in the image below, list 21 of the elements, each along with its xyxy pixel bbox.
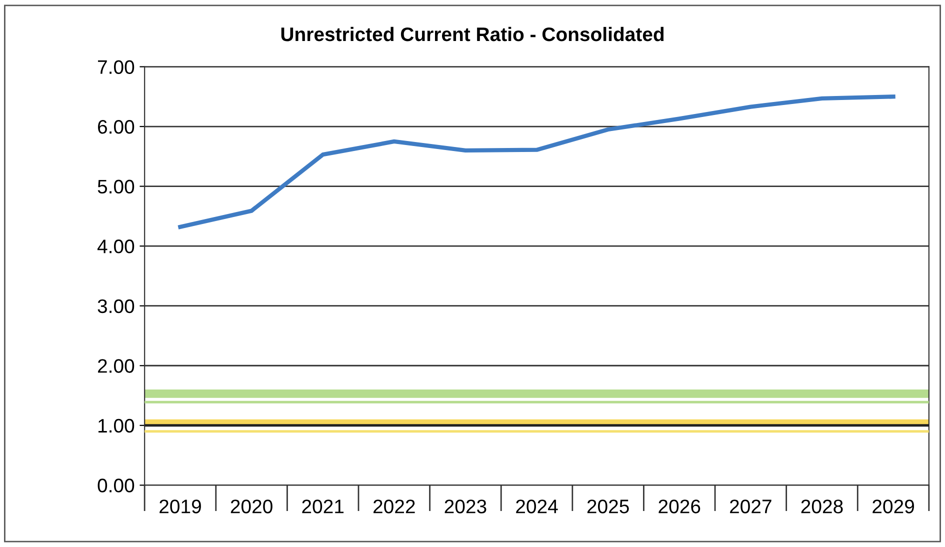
x-tick-label: 2021 bbox=[302, 500, 344, 514]
y-tick-label: 7.00 bbox=[98, 60, 134, 74]
x-tick-label: 2027 bbox=[730, 500, 772, 514]
y-tick-label: 2.00 bbox=[98, 359, 134, 373]
x-tick-label: 2023 bbox=[444, 500, 486, 514]
line-series bbox=[178, 94, 896, 230]
x-tick-label: 2019 bbox=[160, 500, 201, 514]
y-tick-label: 1.00 bbox=[98, 418, 134, 433]
y-tick-label: 5.00 bbox=[98, 180, 134, 194]
x-tick-label: 2025 bbox=[587, 500, 629, 514]
x-tick-label: 2029 bbox=[872, 500, 914, 514]
x-tick-label: 2022 bbox=[374, 500, 415, 514]
x-tick-label: 2026 bbox=[658, 500, 700, 514]
x-tick-label: 2028 bbox=[801, 500, 843, 514]
y-tick-label: 0.00 bbox=[98, 478, 134, 492]
chart-title: Unrestricted Current Ratio - Consolidated bbox=[281, 26, 664, 42]
x-tick-label: 2020 bbox=[230, 500, 272, 514]
y-tick-label: 6.00 bbox=[98, 120, 134, 134]
y-tick-label: 4.00 bbox=[97, 240, 134, 254]
x-tick-label: 2024 bbox=[516, 500, 558, 514]
y-tick-label: 3.00 bbox=[98, 299, 134, 314]
